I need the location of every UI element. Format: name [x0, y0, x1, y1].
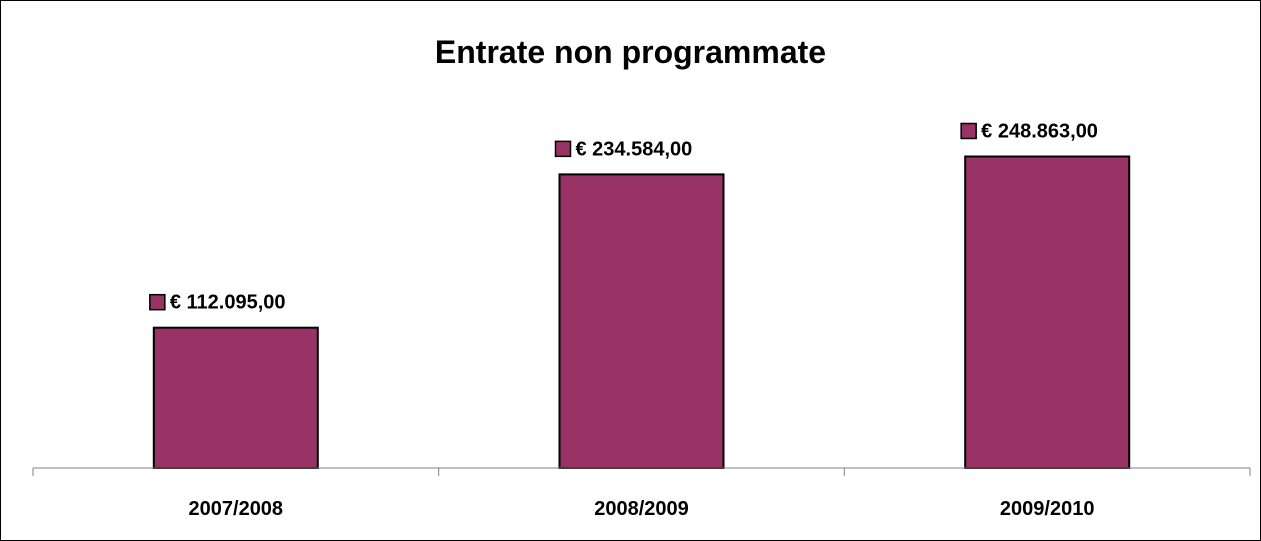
data-label-key-3 — [960, 122, 977, 140]
data-label-3: € 248.863,00 — [981, 120, 1098, 142]
data-label-1: € 112.095,00 — [170, 292, 286, 314]
x-tick-label-1: 2007/2008 — [189, 498, 284, 520]
data-label-key-2 — [554, 140, 572, 158]
data-label-key-1 — [149, 293, 166, 311]
bar-1 — [152, 326, 319, 470]
x-tick-label-3: 2009/2010 — [1000, 498, 1095, 520]
data-label-2: € 234.584,00 — [576, 138, 693, 160]
x-tick-label-2: 2008/2009 — [594, 498, 689, 520]
chart-title: Entrate non programmate — [434, 34, 827, 70]
bar-3 — [964, 155, 1131, 469]
bar-2 — [558, 173, 725, 469]
